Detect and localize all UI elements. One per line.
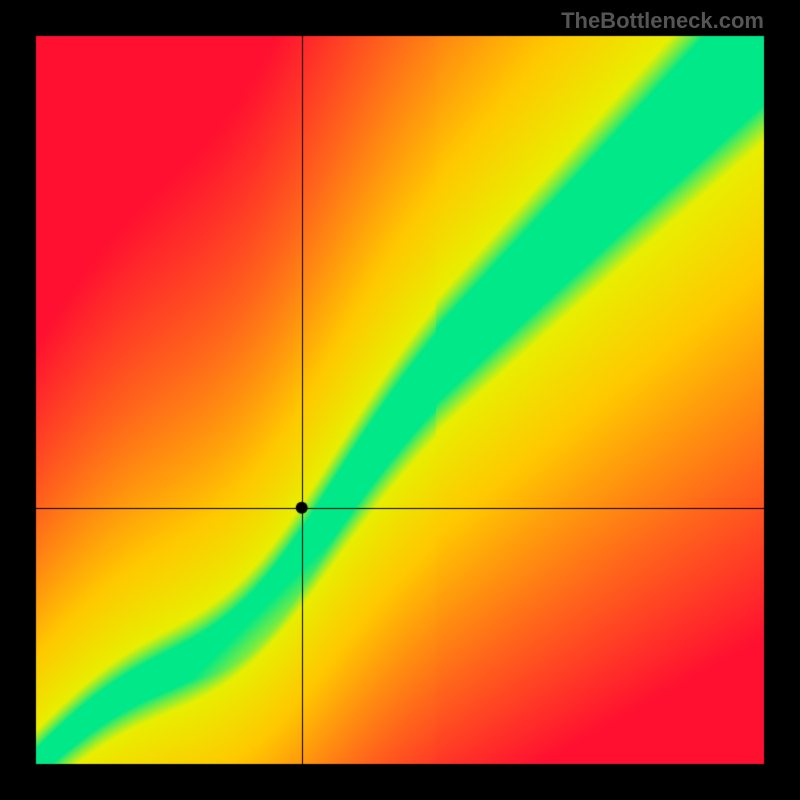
watermark-text: TheBottleneck.com	[561, 8, 764, 34]
bottleneck-heatmap	[0, 0, 800, 800]
chart-container: TheBottleneck.com	[0, 0, 800, 800]
